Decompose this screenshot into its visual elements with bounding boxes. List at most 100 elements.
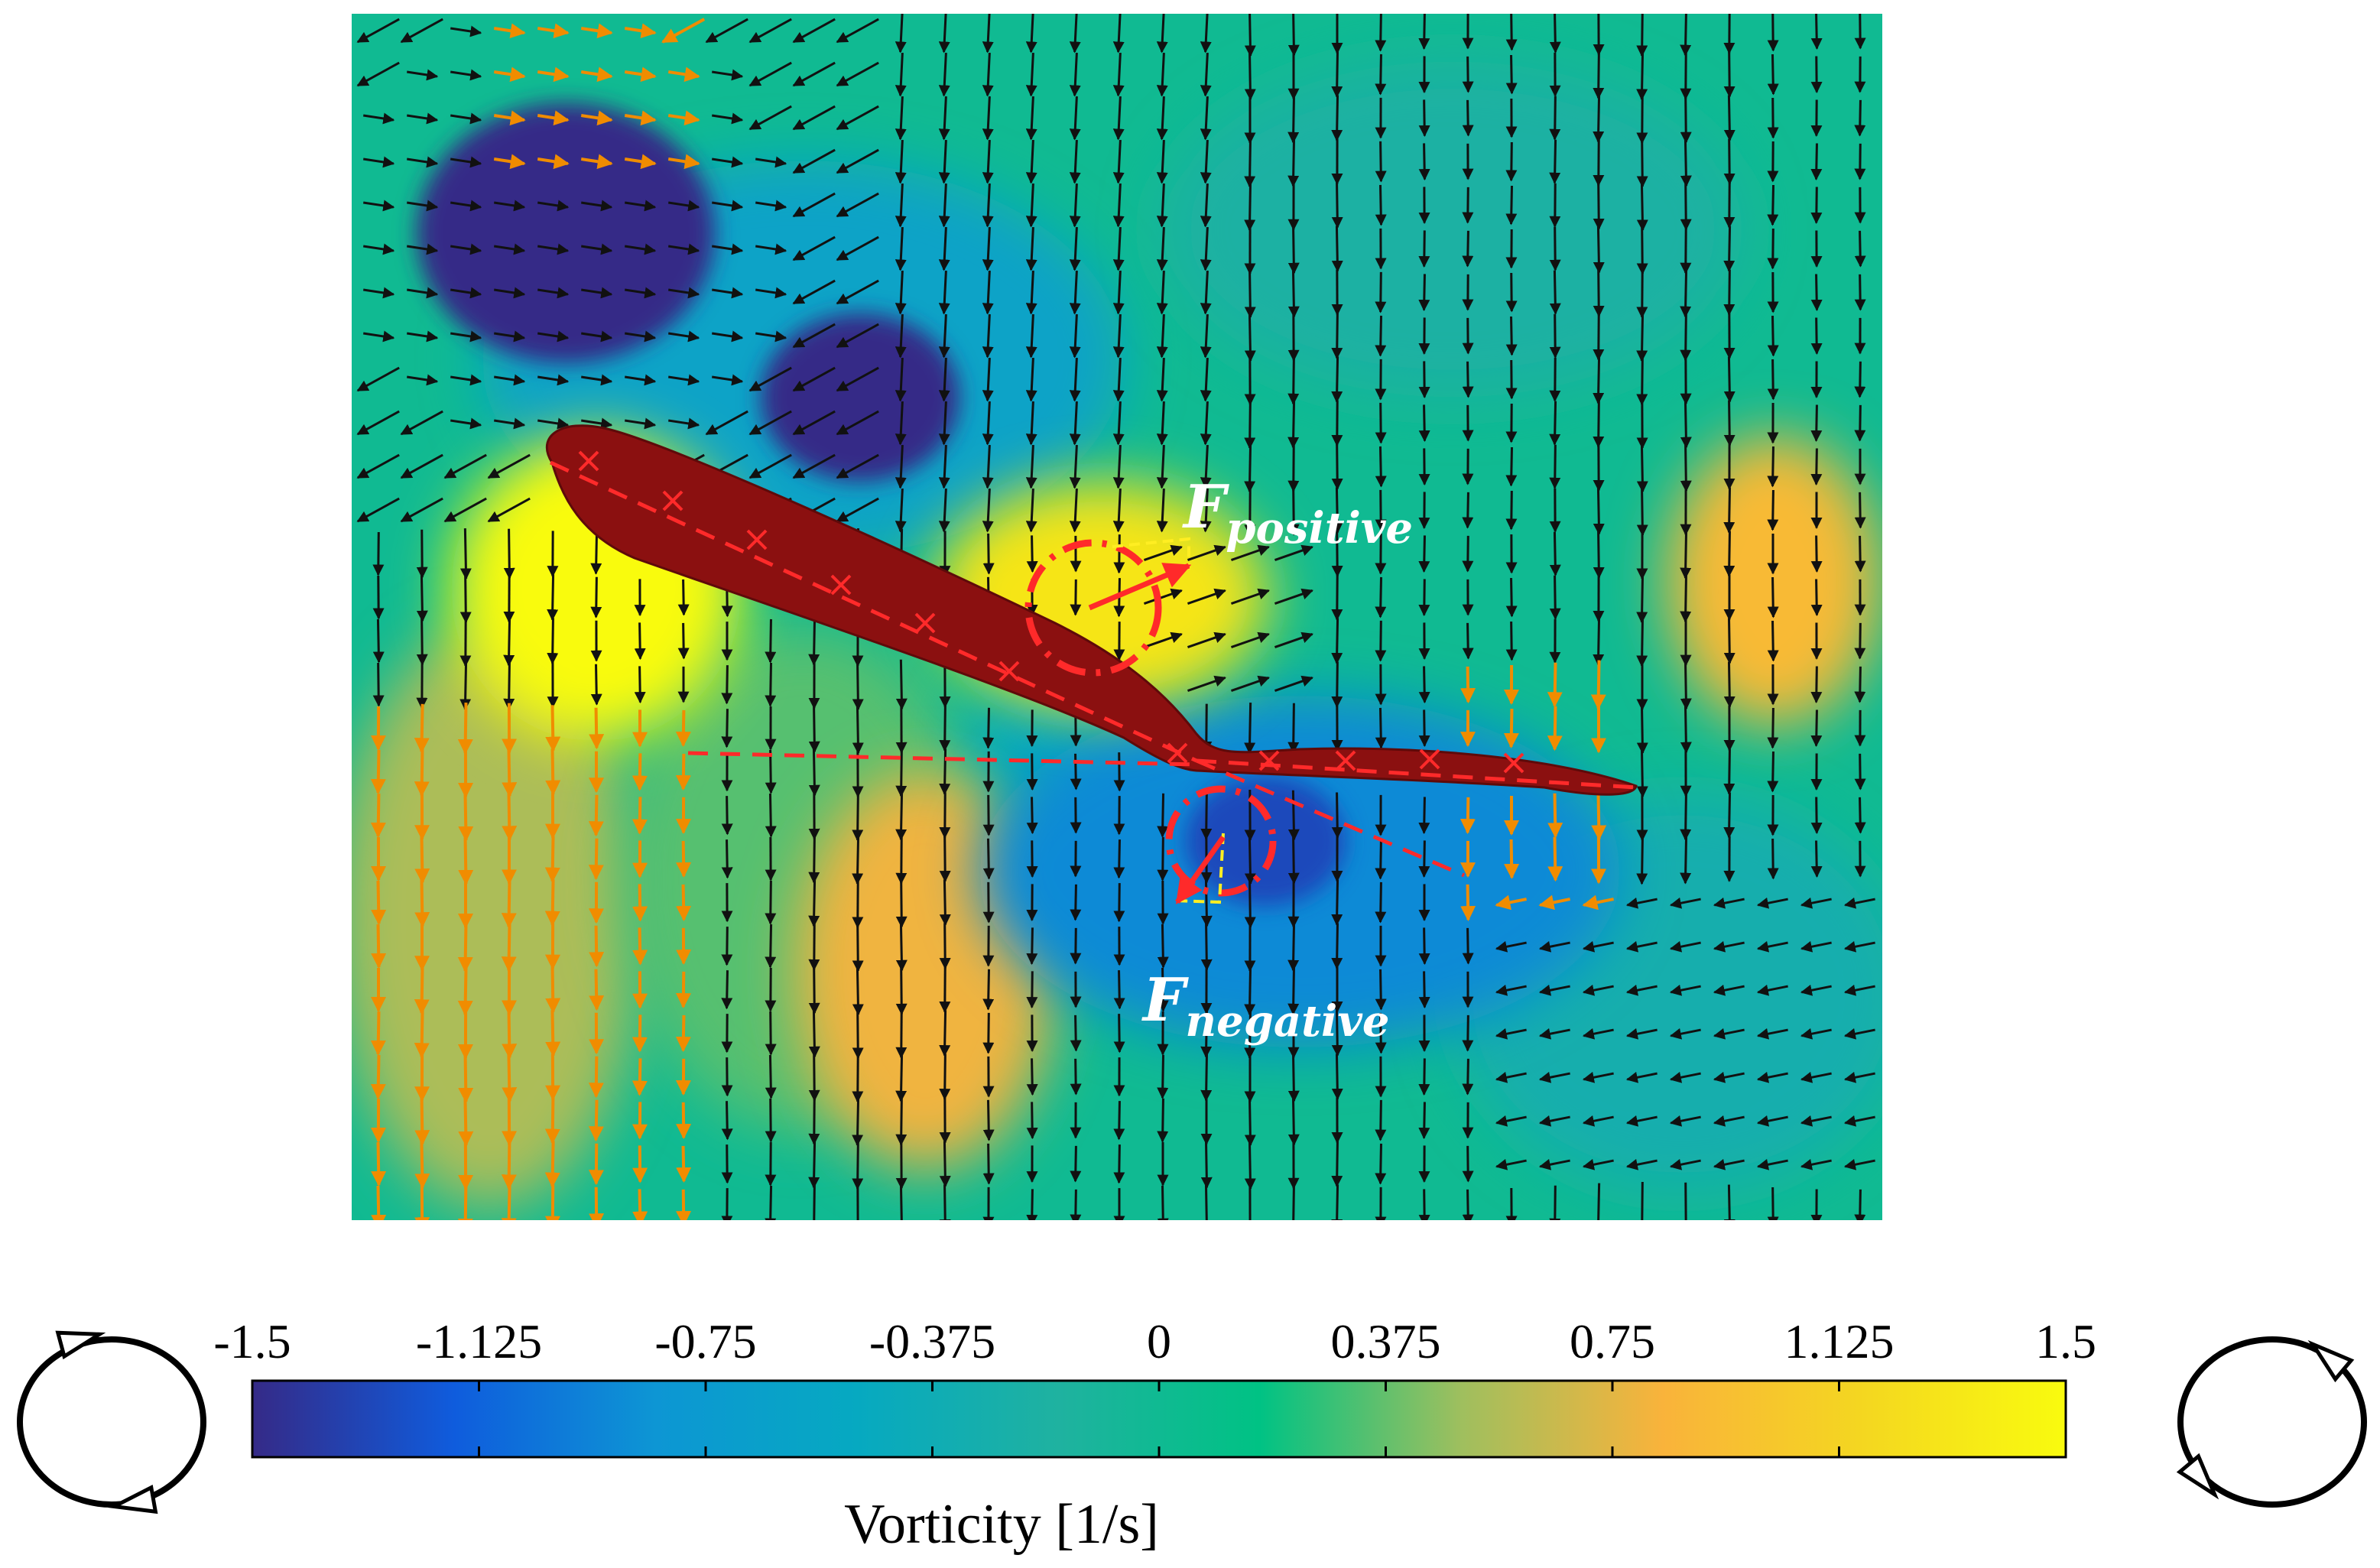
velocity-arrow: [487, 453, 531, 479]
velocity-arrow: [836, 148, 879, 174]
velocity-arrow: [1767, 620, 1779, 662]
force-negative-label: Fnegative: [1141, 966, 1389, 1047]
velocity-arrow: [1636, 136, 1648, 188]
velocity-arrow: [1112, 270, 1125, 315]
velocity-arrow: [1112, 357, 1125, 402]
velocity-arrow: [721, 970, 733, 1010]
velocity-arrow: [1143, 631, 1183, 649]
velocity-arrow: [852, 703, 864, 755]
velocity-arrow: [1230, 631, 1270, 649]
velocity-arrow: [1069, 401, 1081, 446]
chord-marker: [830, 574, 852, 596]
velocity-arrow: [589, 1187, 605, 1220]
velocity-arrow: [808, 1008, 820, 1058]
velocity-arrow: [1680, 136, 1692, 187]
velocity-arrow: [1069, 444, 1081, 489]
velocity-arrow: [1331, 51, 1343, 99]
velocity-arrow: [1462, 1014, 1474, 1052]
velocity-arrow: [667, 330, 700, 342]
velocity-arrow: [705, 18, 748, 44]
velocity-arrow: [372, 531, 385, 576]
velocity-arrow: [1418, 1102, 1430, 1140]
velocity-arrow: [895, 226, 907, 271]
force-positive-label: Fpositive: [1182, 472, 1413, 554]
velocity-arrow: [1854, 274, 1866, 311]
velocity-arrow: [1244, 1138, 1256, 1190]
velocity-arrow: [1854, 99, 1866, 137]
velocity-arrow: [1669, 984, 1701, 996]
velocity-arrow: [1200, 401, 1212, 446]
velocity-arrow: [895, 270, 907, 315]
velocity-arrow: [1767, 1187, 1779, 1220]
velocity-arrow: [667, 154, 700, 170]
velocity-arrow: [939, 1184, 951, 1220]
velocity-arrow: [1495, 940, 1527, 953]
velocity-arrow: [1854, 230, 1866, 268]
velocity-arrow: [808, 1052, 820, 1102]
velocity-arrow: [1244, 485, 1256, 537]
velocity-arrow: [1680, 14, 1692, 57]
velocity-arrow: [1418, 361, 1430, 399]
velocity-arrow: [544, 836, 560, 883]
velocity-arrow: [1590, 660, 1606, 710]
velocity-arrow: [1843, 1027, 1875, 1040]
velocity-arrow: [1505, 55, 1518, 95]
velocity-arrow: [1331, 1010, 1343, 1057]
velocity-arrow: [414, 703, 430, 754]
velocity-arrow: [1723, 400, 1735, 446]
velocity-arrow: [372, 662, 385, 707]
velocity-arrow: [1418, 579, 1430, 617]
velocity-arrow: [1505, 316, 1518, 356]
velocity-arrow: [1187, 631, 1226, 649]
velocity-arrow: [938, 14, 950, 54]
velocity-arrow: [1274, 544, 1313, 562]
velocity-arrow: [1462, 187, 1474, 224]
velocity-arrow: [792, 18, 836, 44]
velocity-arrow: [748, 366, 792, 392]
wing-chord-line: [549, 460, 1198, 763]
velocity-arrow: [1636, 223, 1648, 275]
velocity-arrow: [895, 964, 908, 1015]
velocity-arrow: [721, 1057, 733, 1097]
velocity-arrow: [721, 709, 733, 748]
velocity-arrow: [1549, 531, 1561, 576]
velocity-arrow: [1854, 535, 1866, 573]
velocity-arrow: [1112, 14, 1125, 54]
velocity-arrow: [1723, 138, 1735, 185]
velocity-arrow: [1331, 1184, 1343, 1220]
velocity-arrow: [1025, 52, 1037, 97]
velocity-arrow: [1505, 142, 1518, 182]
velocity-arrow: [895, 52, 907, 97]
velocity-arrow: [1854, 404, 1866, 442]
velocity-arrow: [1244, 14, 1256, 57]
velocity-arrow: [1156, 14, 1168, 54]
velocity-arrow: [1593, 355, 1605, 404]
negative-vortex-region: [761, 313, 959, 482]
colorbar-tick-label: 0: [1147, 1314, 1171, 1368]
velocity-arrow: [1843, 897, 1875, 909]
velocity-arrow: [1418, 840, 1430, 878]
velocity-arrow: [443, 497, 487, 523]
velocity-arrow: [459, 528, 472, 580]
velocity-arrow: [1156, 488, 1168, 533]
velocity-arrow: [1244, 310, 1256, 362]
negative-vortex-region: [417, 103, 715, 363]
velocity-arrow: [1375, 881, 1387, 924]
velocity-arrow: [1244, 877, 1256, 929]
chord-marker: [1167, 742, 1188, 764]
velocity-arrow: [1756, 1071, 1788, 1083]
velocity-arrow: [580, 23, 613, 39]
velocity-arrow: [667, 287, 700, 299]
velocity-arrow: [1112, 96, 1125, 141]
velocity-arrow: [580, 154, 613, 170]
velocity-arrow: [580, 243, 613, 255]
velocity-arrow: [1200, 444, 1212, 489]
velocity-arrow: [1680, 703, 1692, 754]
velocity-arrow: [1187, 675, 1226, 693]
velocity-arrow: [1495, 1115, 1527, 1127]
velocity-arrow: [1713, 940, 1745, 953]
velocity-arrow: [1593, 485, 1605, 535]
velocity-arrow: [450, 287, 482, 299]
velocity-arrow: [676, 1145, 692, 1183]
velocity-arrow: [1462, 1189, 1474, 1220]
